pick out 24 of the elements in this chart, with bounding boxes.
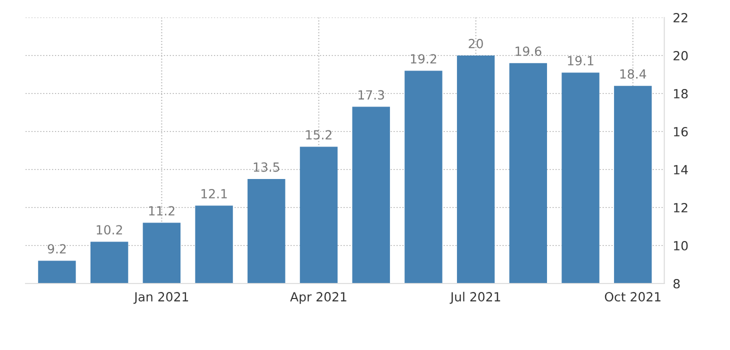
data-label: 20 bbox=[468, 38, 483, 48]
data-label: 17.3 bbox=[358, 90, 384, 100]
data-label: 19.6 bbox=[516, 46, 542, 56]
data-label: 11.2 bbox=[149, 206, 174, 216]
data-label: 18.4 bbox=[620, 69, 646, 79]
data-label: 15.2 bbox=[306, 130, 332, 140]
x-tick-label: Oct 2021 bbox=[604, 292, 660, 302]
y-tick-label: 14 bbox=[674, 165, 688, 174]
y-tick-label: 20 bbox=[674, 50, 688, 60]
data-label: 12.1 bbox=[201, 188, 227, 198]
x-tick-label: Apr 2021 bbox=[290, 292, 346, 304]
data-label: 13.5 bbox=[254, 162, 280, 172]
y-tick-label: 8 bbox=[673, 278, 680, 288]
y-tick-label: 16 bbox=[674, 126, 688, 136]
x-tick-label: Jul 2021 bbox=[450, 292, 500, 304]
x-tick-label: Jan 2021 bbox=[134, 292, 188, 304]
y-tick-label: 18 bbox=[674, 88, 688, 98]
data-label: 19.1 bbox=[568, 56, 594, 66]
data-label: 10.2 bbox=[96, 225, 122, 235]
data-label: 9.2 bbox=[48, 244, 66, 254]
y-tick-label: 22 bbox=[674, 12, 688, 22]
y-tick-label: 10 bbox=[674, 240, 688, 250]
data-label: 19.2 bbox=[410, 54, 436, 64]
y-tick-label: 12 bbox=[674, 202, 688, 212]
